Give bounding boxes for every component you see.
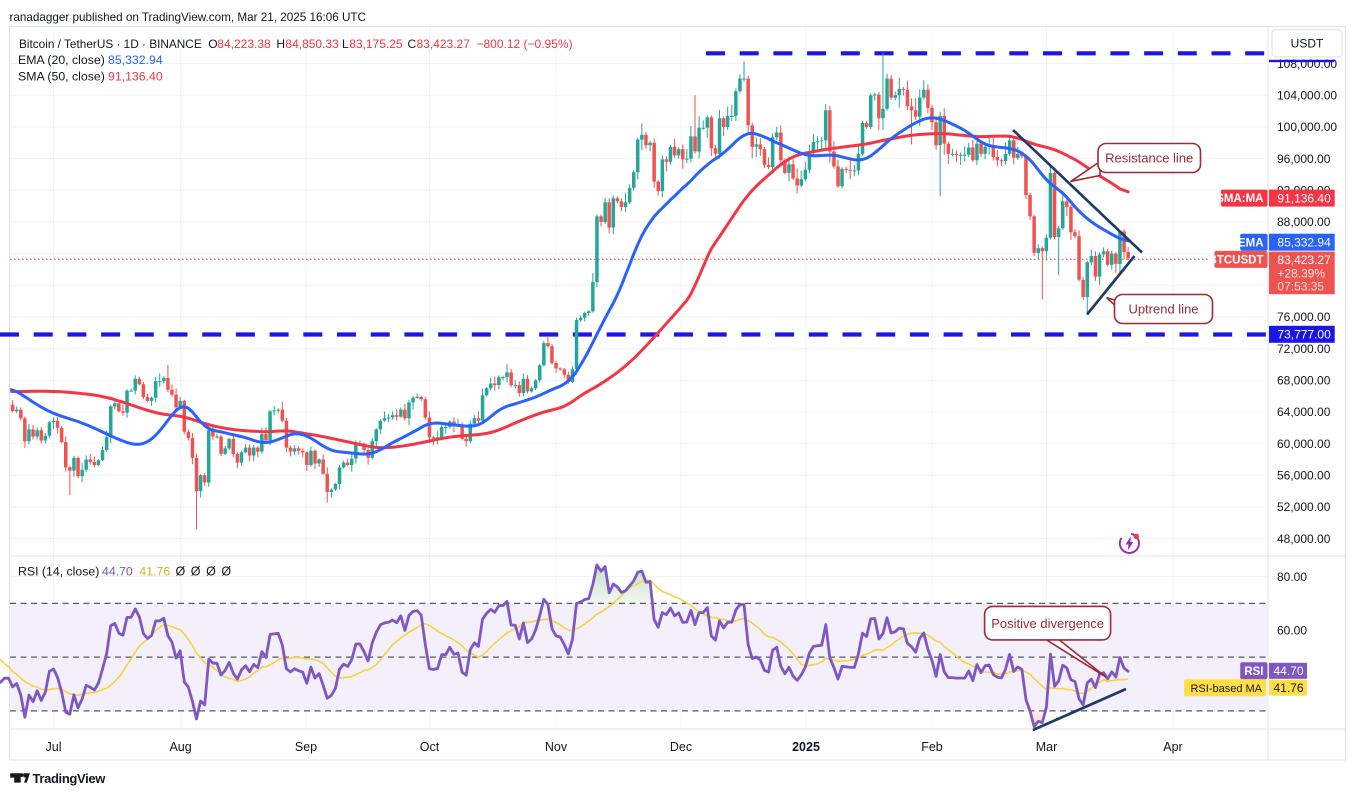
svg-text:Ø: Ø xyxy=(191,565,201,579)
svg-text:−800.12 (−0.95%): −800.12 (−0.95%) xyxy=(477,37,573,51)
svg-text:Aug: Aug xyxy=(169,740,191,754)
svg-text:Ø: Ø xyxy=(176,565,186,579)
svg-text:+28.39%: +28.39% xyxy=(1277,266,1325,280)
svg-text:73,777.00: 73,777.00 xyxy=(1277,328,1331,342)
svg-text:76,000.00: 76,000.00 xyxy=(1277,310,1331,324)
svg-text:44.70: 44.70 xyxy=(102,565,133,579)
svg-text:Oct: Oct xyxy=(420,740,440,754)
svg-text:Ø: Ø xyxy=(206,565,216,579)
svg-text:64,000.00: 64,000.00 xyxy=(1277,405,1331,419)
svg-text:41.76: 41.76 xyxy=(1274,681,1304,695)
svg-text:ranadagger published on Tradin: ranadagger published on TradingView.com,… xyxy=(10,11,366,24)
svg-text:85,332.94: 85,332.94 xyxy=(1277,235,1331,249)
svg-text:56,000.00: 56,000.00 xyxy=(1277,469,1331,483)
svg-text:80.00: 80.00 xyxy=(1277,570,1307,584)
svg-text:07:53:35: 07:53:35 xyxy=(1277,280,1324,294)
svg-text:Resistance line: Resistance line xyxy=(1105,151,1193,166)
svg-text:Feb: Feb xyxy=(921,740,943,754)
svg-text:O: O xyxy=(208,37,217,51)
svg-text:2025: 2025 xyxy=(792,740,820,754)
svg-text:41.76: 41.76 xyxy=(139,565,170,579)
svg-text:60.00: 60.00 xyxy=(1277,624,1307,638)
svg-text:USDT: USDT xyxy=(1291,37,1324,51)
svg-text:52,000.00: 52,000.00 xyxy=(1277,500,1331,514)
svg-text:C: C xyxy=(408,37,417,51)
svg-text:Uptrend line: Uptrend line xyxy=(1128,302,1198,317)
svg-text:RSI-based MA: RSI-based MA xyxy=(1190,683,1262,695)
svg-text:100,000.00: 100,000.00 xyxy=(1277,120,1337,134)
svg-text:104,000.00: 104,000.00 xyxy=(1277,89,1337,103)
svg-text:Sep: Sep xyxy=(295,740,317,754)
svg-text:L: L xyxy=(342,37,349,51)
svg-text:84,850.33: 84,850.33 xyxy=(285,37,339,51)
svg-text:96,000.00: 96,000.00 xyxy=(1277,152,1331,166)
svg-text:91,136.40: 91,136.40 xyxy=(1277,191,1331,205)
svg-text:Apr: Apr xyxy=(1163,740,1182,754)
svg-text:Ø: Ø xyxy=(221,565,231,579)
svg-text:Dec: Dec xyxy=(670,740,692,754)
svg-text:RSI: RSI xyxy=(1244,666,1263,678)
svg-text:SMA (50, close): SMA (50, close) xyxy=(18,70,105,84)
svg-text:Positive divergence: Positive divergence xyxy=(991,616,1104,631)
svg-text:91,136.40: 91,136.40 xyxy=(108,70,163,84)
svg-text:108,000.00: 108,000.00 xyxy=(1277,57,1337,71)
svg-text:68,000.00: 68,000.00 xyxy=(1277,374,1331,388)
svg-text:Mar: Mar xyxy=(1036,740,1058,754)
svg-text:RSI (14, close): RSI (14, close) xyxy=(18,565,99,579)
svg-text:Bitcoin / TetherUS · 1D · BINA: Bitcoin / TetherUS · 1D · BINANCE xyxy=(19,37,202,51)
svg-text:85,332.94: 85,332.94 xyxy=(108,53,163,67)
svg-text:48,000.00: 48,000.00 xyxy=(1277,532,1331,546)
svg-text:SMA:MA: SMA:MA xyxy=(1216,193,1263,205)
svg-text:H: H xyxy=(276,37,285,51)
svg-text:84,223.38: 84,223.38 xyxy=(217,37,271,51)
svg-text:BTCUSDT: BTCUSDT xyxy=(1209,255,1264,267)
svg-text:60,000.00: 60,000.00 xyxy=(1277,437,1331,451)
svg-text:TradingView: TradingView xyxy=(33,771,107,786)
svg-text:83,423.27: 83,423.27 xyxy=(417,37,471,51)
svg-text:Nov: Nov xyxy=(545,740,568,754)
svg-text:83,423.27: 83,423.27 xyxy=(1277,253,1331,267)
svg-text:88,000.00: 88,000.00 xyxy=(1277,215,1331,229)
svg-text:83,175.25: 83,175.25 xyxy=(349,37,403,51)
svg-text:Jul: Jul xyxy=(46,740,62,754)
svg-text:72,000.00: 72,000.00 xyxy=(1277,342,1331,356)
svg-text:44.70: 44.70 xyxy=(1274,664,1304,678)
svg-text:EMA: EMA xyxy=(1238,237,1264,249)
svg-text:EMA (20, close): EMA (20, close) xyxy=(18,53,105,67)
